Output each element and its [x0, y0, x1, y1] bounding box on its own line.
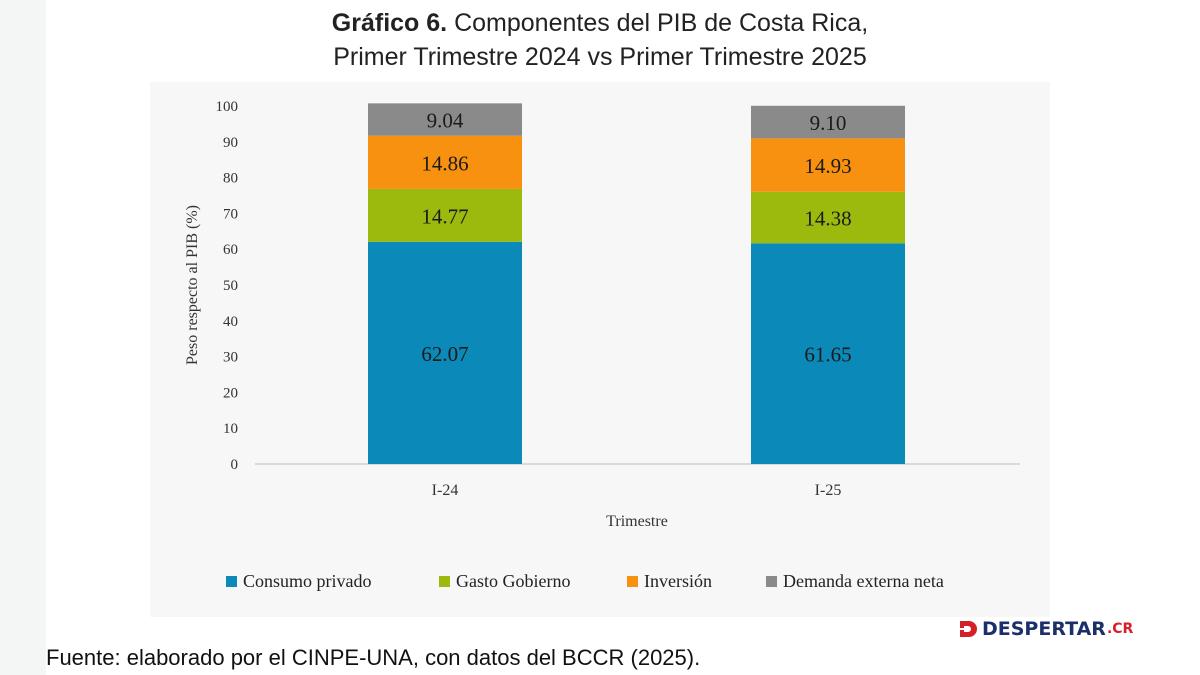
x-tick-label: I-25: [815, 482, 842, 499]
despertar-logo: DESPERTAR .CR: [958, 614, 1168, 644]
bar-segment: [751, 138, 905, 192]
title-line-2: Primer Trimestre 2024 vs Primer Trimestr…: [333, 43, 867, 71]
legend-swatch: [627, 576, 638, 587]
source-note: Fuente: elaborado por el CINPE-UNA, con …: [46, 645, 701, 670]
y-tick-label: 50: [223, 278, 238, 294]
legend-swatch: [226, 576, 237, 587]
left-band: [0, 0, 46, 675]
bar-segment: [751, 191, 905, 244]
data-label: 9.04: [427, 109, 464, 133]
bar-segment: [368, 241, 522, 464]
title-bold: Gráfico 6.: [331, 9, 448, 37]
legend-label: Gasto Gobierno: [456, 571, 570, 591]
bar-segment: [368, 103, 522, 136]
logo-suffix: .CR: [1106, 621, 1134, 637]
bar-segment: [751, 243, 905, 464]
legend-swatch: [766, 576, 777, 587]
data-label: 14.86: [421, 151, 468, 175]
title-line-1-rest: Componentes del PIB de Costa Rica,: [447, 9, 869, 37]
data-label: 14.93: [804, 154, 851, 178]
y-tick-label: 100: [216, 99, 239, 115]
data-label: 61.65: [804, 343, 851, 367]
y-tick-label: 20: [223, 385, 238, 401]
legend-label: Demanda externa neta: [783, 571, 944, 591]
y-tick-label: 60: [223, 242, 238, 258]
y-tick-label: 10: [223, 421, 238, 437]
bar-segment: [368, 188, 522, 242]
y-tick-label: 90: [223, 135, 238, 151]
x-tick-label: I-24: [432, 482, 459, 499]
logo-d-icon: [958, 621, 977, 637]
bar-segment: [751, 105, 905, 139]
title-line-1: Gráfico 6. Componentes del PIB de Costa …: [0, 6, 1200, 40]
legend-label: Inversión: [644, 571, 712, 591]
legend-swatch: [439, 576, 450, 587]
y-tick-label: 80: [223, 171, 238, 187]
y-tick-label: 70: [223, 206, 238, 222]
x-axis-title: Trimestre: [606, 513, 668, 530]
y-tick-label: 0: [231, 457, 239, 473]
data-label: 14.38: [804, 207, 851, 231]
data-label: 9.10: [810, 111, 847, 135]
logo-text: DESPERTAR: [982, 618, 1106, 640]
data-label: 62.07: [421, 342, 468, 366]
legend-label: Consumo privado: [243, 571, 372, 591]
y-tick-label: 30: [223, 350, 238, 366]
data-label: 14.77: [421, 204, 468, 228]
bar-segment: [368, 135, 522, 189]
y-axis-title: Peso respecto al PIB (%): [184, 205, 201, 365]
chart-title: Gráfico 6. Componentes del PIB de Costa …: [0, 6, 1200, 74]
y-tick-label: 40: [223, 314, 238, 330]
